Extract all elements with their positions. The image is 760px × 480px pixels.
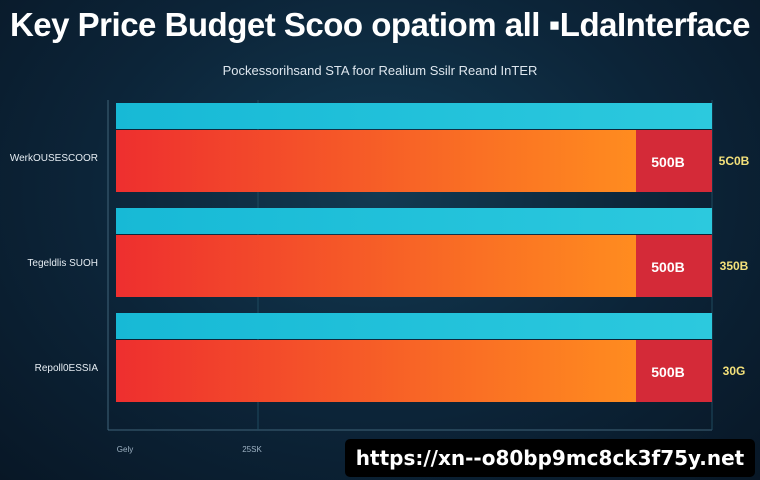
bar-top-2 xyxy=(116,208,712,234)
category-label-2: Tegeldlis SUOH xyxy=(27,258,98,269)
secondary-label-2: 350B xyxy=(720,259,749,273)
chart-subtitle: Pockessorihsand STA foor Realium Ssilr R… xyxy=(222,63,538,78)
value-label-1: 500B xyxy=(651,154,684,170)
watermark-url: https://xn--o80bp9mc8ck3f75y.net xyxy=(345,439,755,477)
chart-title: Key Price Budget Scoo opatiom all ▪LdaIn… xyxy=(9,6,751,43)
bar-main-2 xyxy=(116,235,636,297)
bar-main-3 xyxy=(116,340,636,402)
value-label-2: 500B xyxy=(651,259,684,275)
bar-end-cap-1 xyxy=(636,130,712,192)
bar-main-1 xyxy=(116,130,636,192)
category-label-3: Repoll0ESSIA xyxy=(35,363,99,374)
bar-end-cap-3 xyxy=(636,340,712,402)
bar-top-3 xyxy=(116,313,712,339)
secondary-label-1: 5C0B xyxy=(719,154,750,168)
x-tick-label-1: Gely xyxy=(117,445,133,454)
value-label-3: 500B xyxy=(651,364,684,380)
x-tick-label-2: 25SK xyxy=(242,445,262,454)
bar-top-1 xyxy=(116,103,712,129)
secondary-label-3: 30G xyxy=(723,364,746,378)
bar-end-cap-2 xyxy=(636,235,712,297)
category-label-1: WerkOUSESCOOR xyxy=(10,153,98,164)
